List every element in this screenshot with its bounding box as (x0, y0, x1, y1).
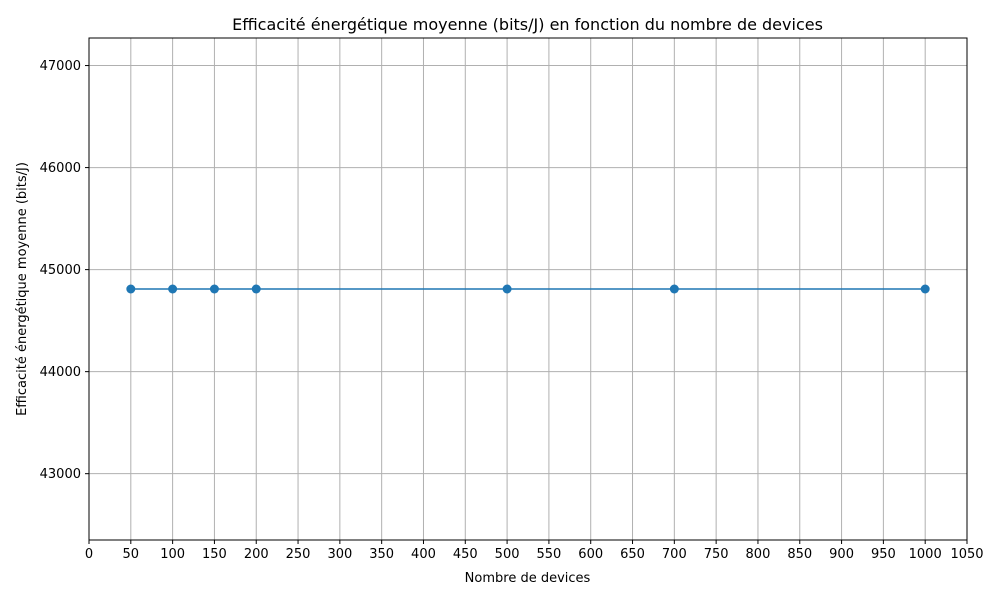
data-point (669, 284, 679, 294)
data-point (502, 284, 512, 294)
data-point (126, 284, 136, 294)
x-tick-label: 850 (787, 547, 812, 562)
y-axis-ticks: 43000 44000 45000 46000 47000 (40, 59, 89, 482)
y-tick-label: 47000 (40, 59, 81, 74)
data-point (209, 284, 219, 294)
x-tick-label: 350 (369, 547, 394, 562)
x-axis-ticks: 0 50 100 150 200 250 300 350 400 450 500 550 600 650 7… (85, 540, 984, 562)
x-tick-label: 500 (495, 547, 520, 562)
y-tick-label: 44000 (40, 365, 81, 380)
y-axis-label: Efficacité énergétique moyenne (bits/J) (15, 162, 30, 416)
data-point (920, 284, 930, 294)
x-tick-label: 150 (202, 547, 227, 562)
x-tick-label: 450 (453, 547, 478, 562)
x-tick-label: 750 (704, 547, 729, 562)
x-tick-label: 950 (871, 547, 896, 562)
series-layer (126, 284, 930, 294)
x-axis-label: Nombre de devices (465, 571, 591, 586)
x-tick-label: 700 (662, 547, 687, 562)
x-tick-label: 600 (578, 547, 603, 562)
data-point (168, 284, 178, 294)
x-tick-label: 650 (620, 547, 645, 562)
x-tick-label: 200 (244, 547, 269, 562)
x-tick-label: 1000 (909, 547, 942, 562)
x-tick-label: 800 (746, 547, 771, 562)
data-point (251, 284, 261, 294)
y-tick-label: 43000 (40, 467, 81, 482)
x-tick-label: 50 (123, 547, 140, 562)
y-tick-label: 46000 (40, 161, 81, 176)
x-tick-label: 550 (536, 547, 561, 562)
y-tick-label: 45000 (40, 263, 81, 278)
x-tick-label: 300 (327, 547, 352, 562)
x-tick-label: 900 (829, 547, 854, 562)
chart-title: Efficacité énergétique moyenne (bits/J) … (232, 15, 823, 34)
plot-frame (88, 37, 968, 541)
x-tick-label: 250 (286, 547, 311, 562)
x-tick-label: 400 (411, 547, 436, 562)
x-tick-label: 100 (160, 547, 185, 562)
x-tick-label: 1050 (950, 547, 983, 562)
x-tick-label: 0 (85, 547, 93, 562)
